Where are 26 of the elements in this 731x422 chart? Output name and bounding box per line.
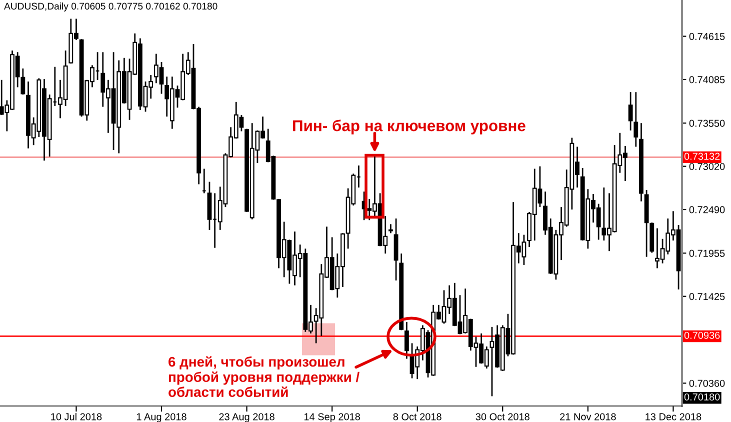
y-tick-label: 0.74085 <box>689 76 725 84</box>
candlestick <box>634 91 638 148</box>
candlestick <box>628 91 633 132</box>
x-tick-label: 23 Aug 2018 <box>219 413 274 422</box>
x-tick-label: 21 Nov 2018 <box>560 413 616 420</box>
y-tick-label: 0.70360 <box>689 380 725 387</box>
x-tick-label: 8 Oct 2018 <box>393 413 442 420</box>
x-tick-label: 30 Oct 2018 <box>476 413 530 420</box>
x-tick-label: 10 Jul 2018 <box>51 412 102 420</box>
y-tick-label: 0.74615 <box>689 32 725 40</box>
y-tick-label: 0.71955 <box>689 250 725 257</box>
x-tick-label: 14 Sep 2018 <box>304 413 360 422</box>
y-tick-label: 0.73020 <box>689 162 725 170</box>
annotation: Пин- бар на ключевом уровне <box>293 120 526 134</box>
candlestick <box>404 321 409 360</box>
x-tick-label: 13 Dec 2018 <box>646 413 702 420</box>
annotation: 6 дней, чтобы произошел пробой уровня поддержки / области событий <box>168 356 360 397</box>
y-tick-label: 0.72490 <box>689 206 725 214</box>
chart-title: AUDUSD,Daily 0.70605 0.70775 0.70162 0.70180 <box>4 2 218 12</box>
y-tick-label: 0.71425 <box>689 292 725 300</box>
y-tick-label: 0.73550 <box>689 120 725 127</box>
ref-line-label: 0.70936 <box>684 332 720 339</box>
annotation: 0.70180 <box>684 393 720 401</box>
x-tick-label: 1 Aug 2018 <box>136 413 186 422</box>
candlestick <box>20 68 26 96</box>
ref-line-label: 0.73132 <box>684 152 720 160</box>
